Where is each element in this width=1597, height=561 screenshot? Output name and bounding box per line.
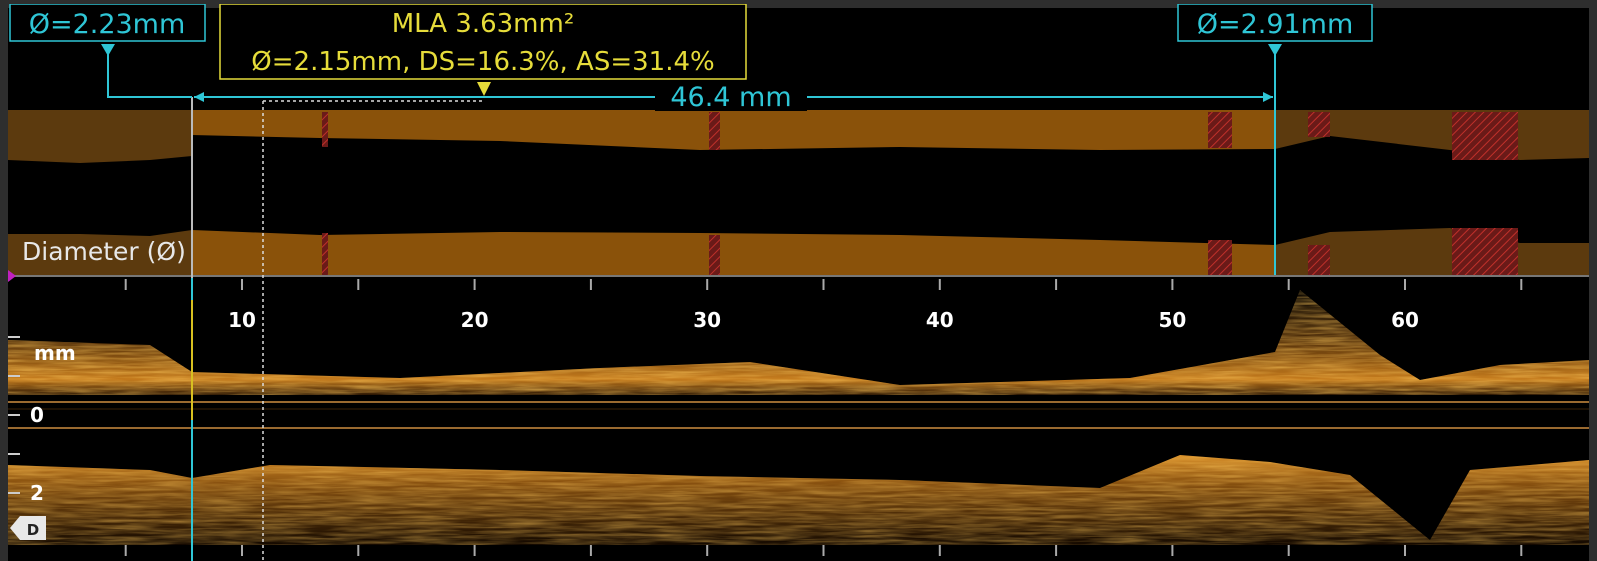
depth-unit: mm <box>34 341 76 365</box>
depth-tick: 2 <box>30 481 44 505</box>
x-tick-label: 50 <box>1158 308 1186 332</box>
mla-title: MLA 3.63mm² <box>392 9 575 39</box>
diameter-panel: Diameter (Ø) <box>8 110 1589 282</box>
x-tick-label: 10 <box>228 308 256 332</box>
x-tick-label: 40 <box>926 308 954 332</box>
direction-label: D <box>27 521 39 539</box>
panel-label: Diameter (Ø) <box>22 237 186 266</box>
length-label: 46.4 mm <box>670 82 791 113</box>
oct-viewer: Diameter (Ø) mm 0 2 D 10 20 30 40 50 60 <box>0 0 1597 561</box>
reference-label: Ø=2.91mm <box>1197 9 1354 40</box>
reference-label: Ø=2.23mm <box>29 9 186 40</box>
depth-tick: 0 <box>30 403 44 427</box>
x-tick-label: 30 <box>693 308 721 332</box>
x-tick-label: 60 <box>1391 308 1419 332</box>
x-tick-label: 20 <box>461 308 489 332</box>
mla-details: Ø=2.15mm, DS=16.3%, AS=31.4% <box>251 47 714 77</box>
